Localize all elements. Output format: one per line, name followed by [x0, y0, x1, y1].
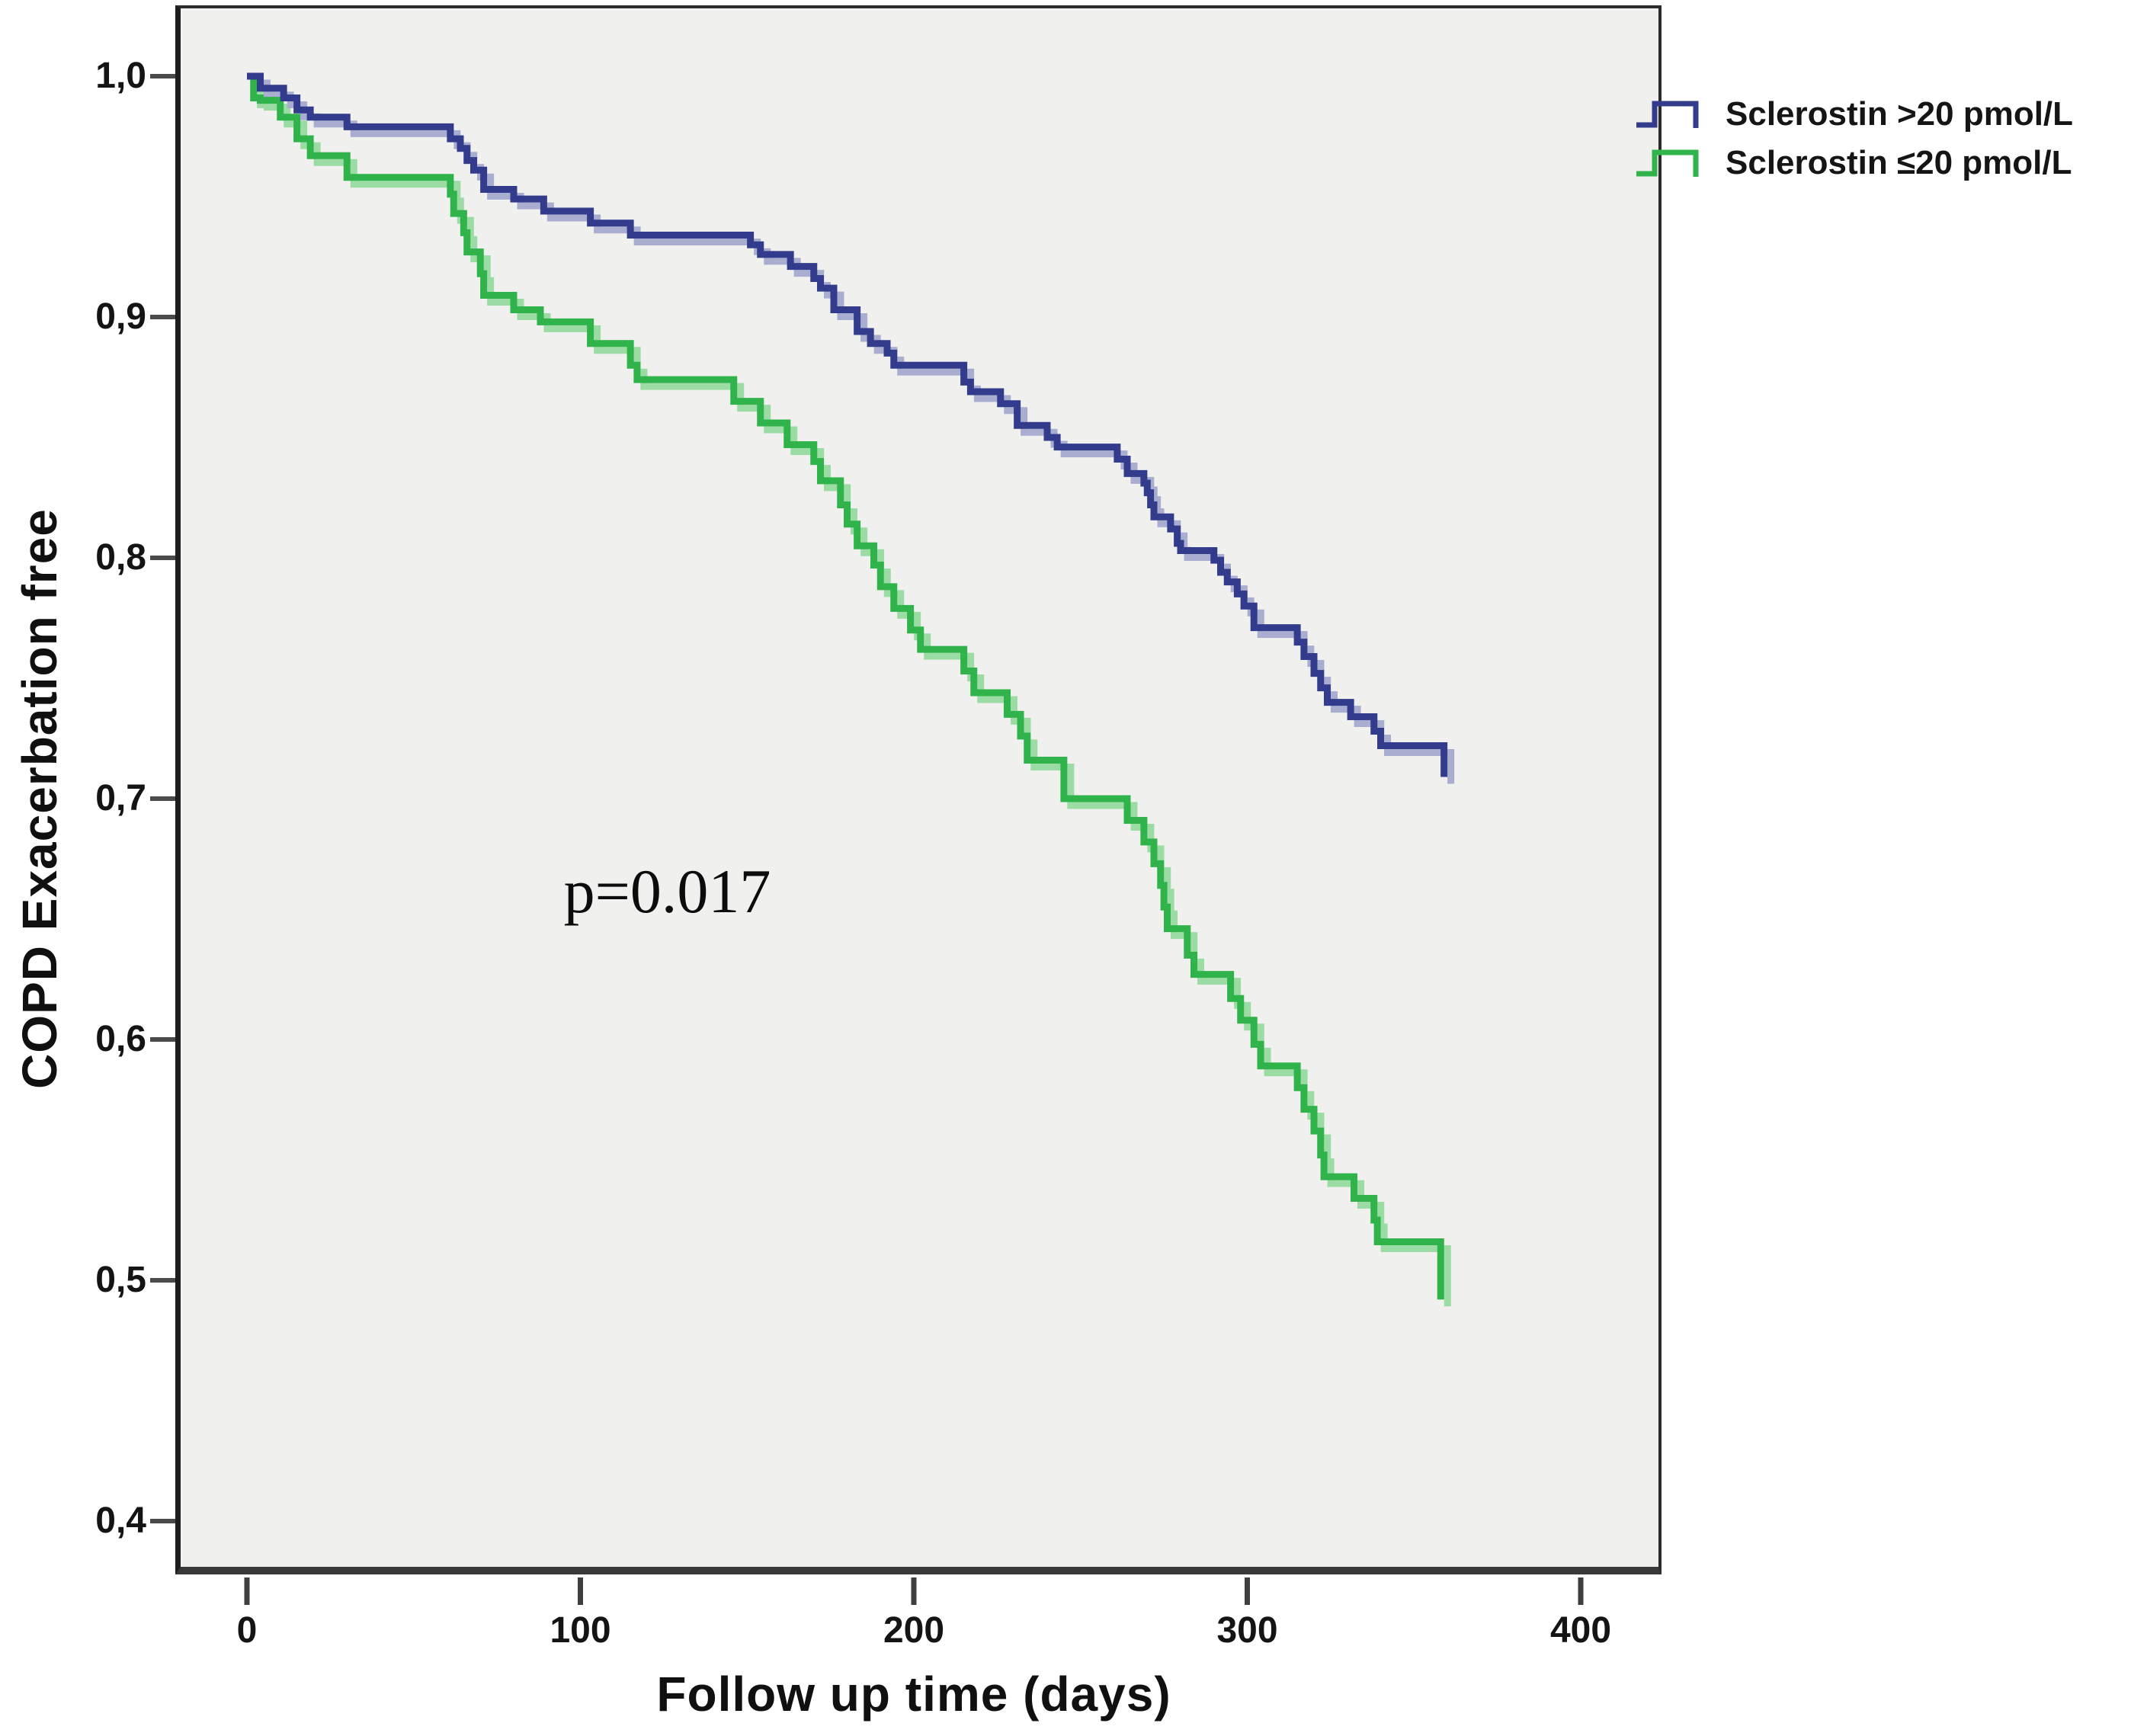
- y-tick-label: 0,5: [95, 1260, 146, 1300]
- survival-curve-sclerostin-gt20-shadow: [254, 79, 1455, 784]
- y-tick-label: 0,7: [95, 778, 146, 818]
- p-value-annotation: p=0.017: [563, 857, 771, 927]
- survival-curve-sclerostin-le20-shadow: [254, 79, 1451, 1307]
- x-tick-label: 0: [236, 1610, 258, 1651]
- x-tick-label: 300: [1216, 1610, 1278, 1651]
- legend-row: Sclerostin >20 pmol/L: [1635, 90, 2073, 139]
- survival-curve-sclerostin-le20: [247, 72, 1444, 1300]
- x-tick-label: 400: [1549, 1610, 1612, 1651]
- legend-label: Sclerostin ≤20 pmol/L: [1726, 144, 2072, 181]
- legend: Sclerostin >20 pmol/L Sclerostin ≤20 pmol…: [1635, 90, 2073, 187]
- y-tick-label: 0,9: [95, 296, 146, 337]
- legend-key-step-icon: [1636, 149, 1699, 177]
- legend-key-step-icon: [1636, 101, 1699, 128]
- y-tick-label: 0,8: [95, 537, 146, 578]
- y-tick-label: 1,0: [95, 56, 146, 96]
- y-tick-label: 0,6: [95, 1019, 146, 1059]
- x-tick-label: 200: [883, 1610, 945, 1651]
- legend-row: Sclerostin ≤20 pmol/L: [1635, 139, 2073, 187]
- plot-area: [175, 5, 1662, 1574]
- legend-label: Sclerostin >20 pmol/L: [1726, 95, 2074, 133]
- x-tick-label: 100: [550, 1610, 611, 1651]
- survival-curve-sclerostin-gt20: [247, 72, 1448, 777]
- y-tick-label: 0,4: [95, 1501, 146, 1541]
- x-axis-title: Follow up time (days): [656, 1667, 1171, 1722]
